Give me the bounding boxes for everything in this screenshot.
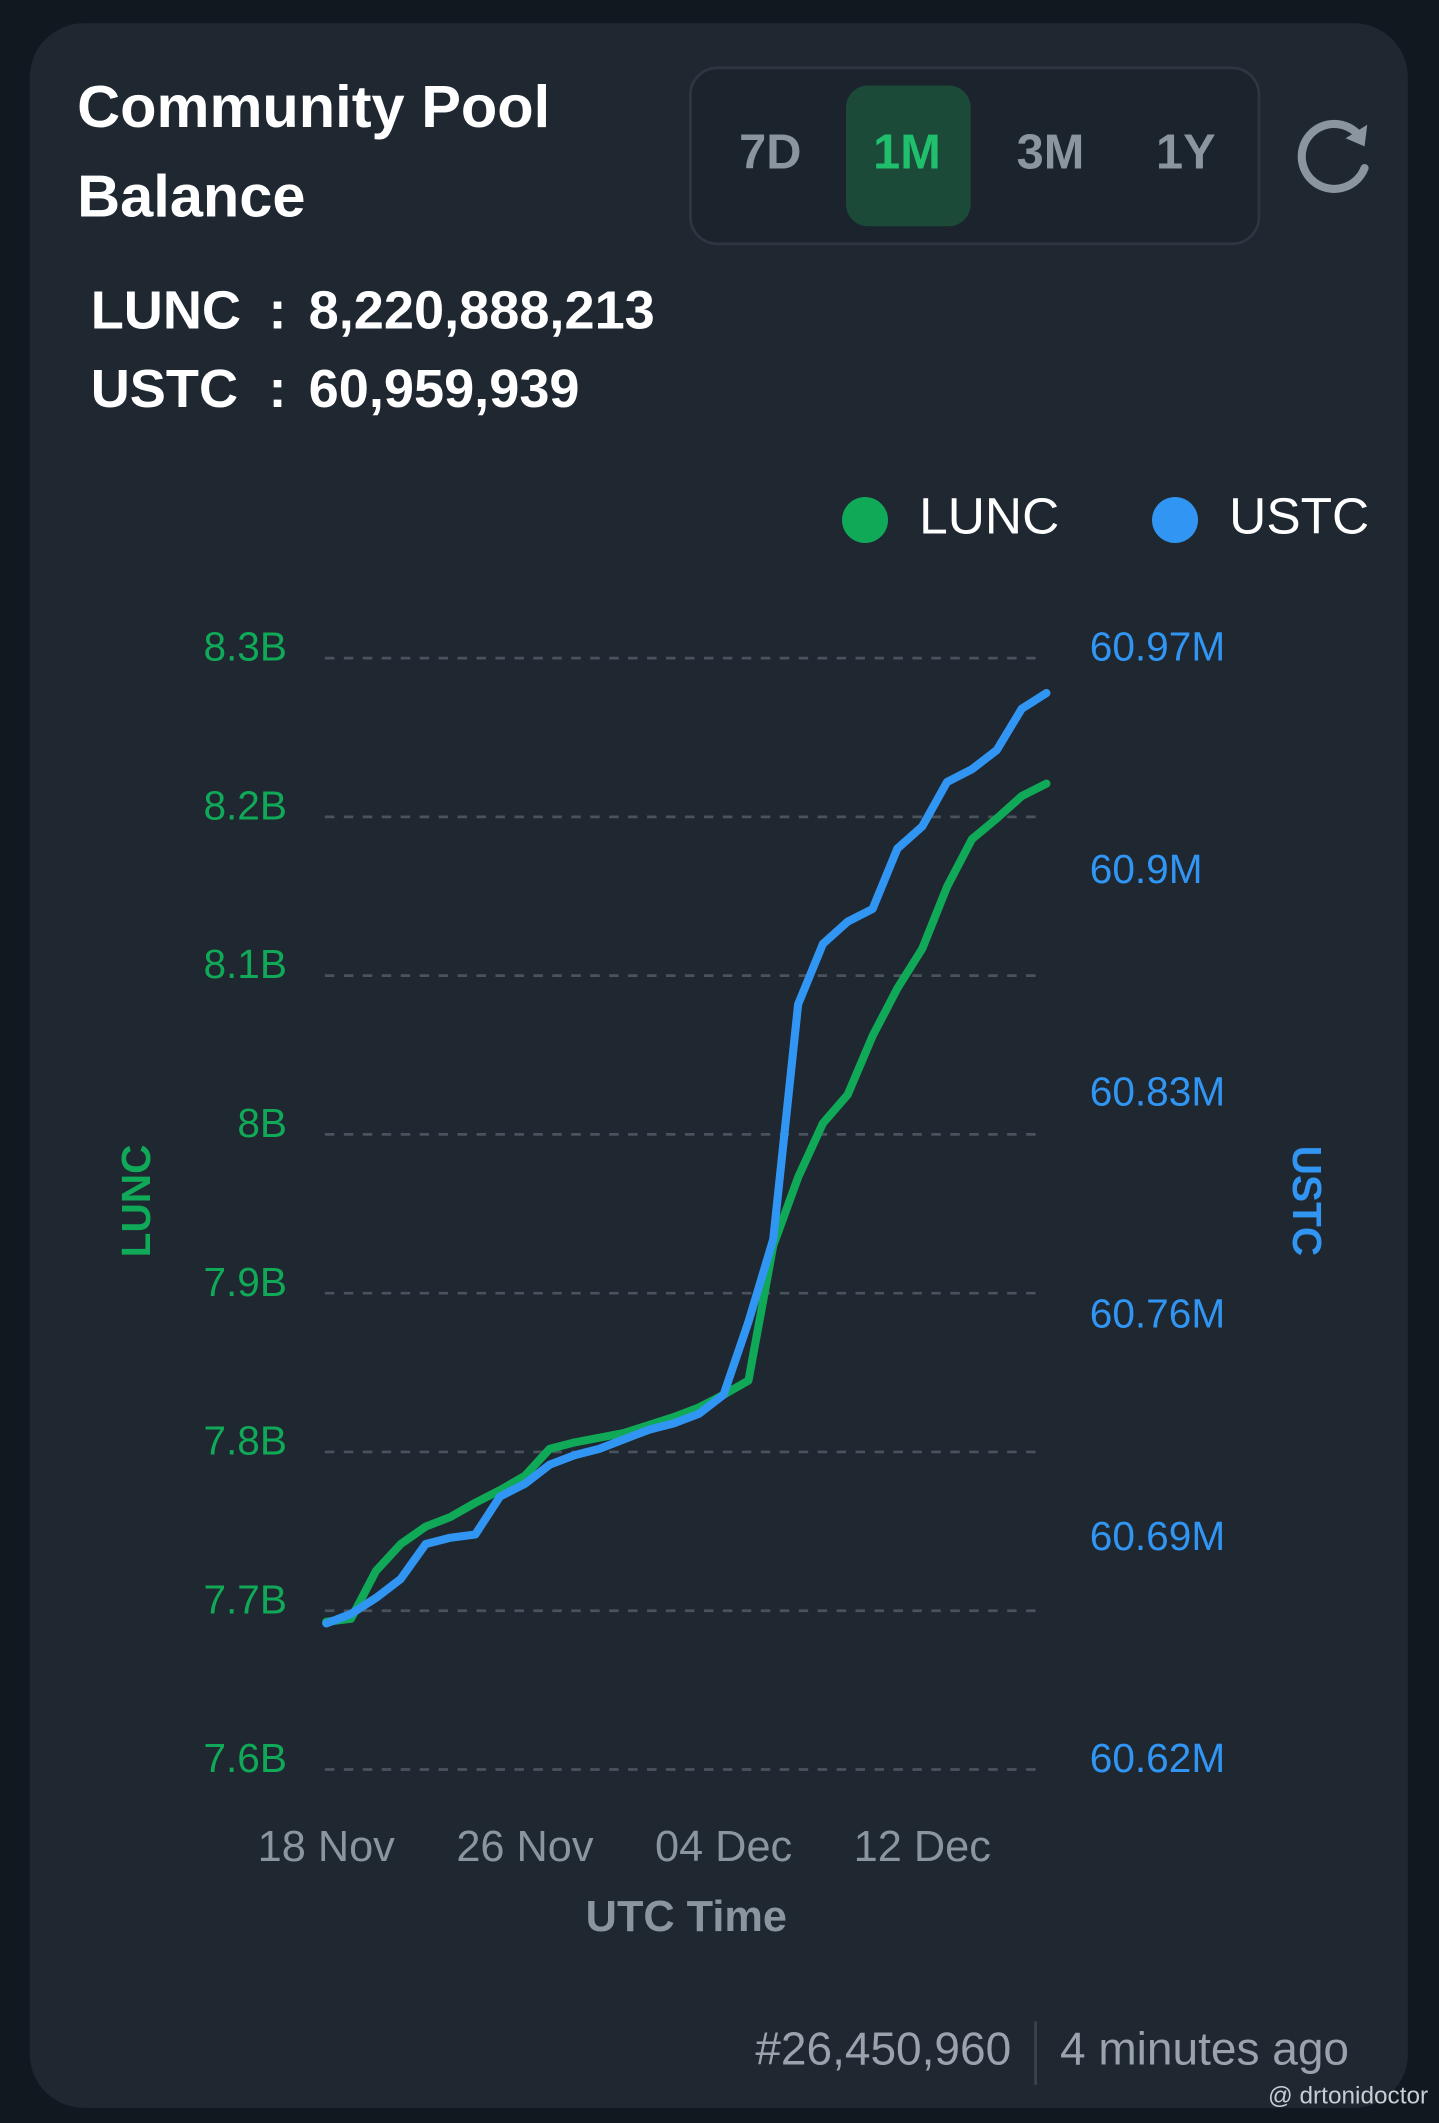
- y-tick-label: 7.9B: [203, 1259, 287, 1305]
- x-axis-title: UTC Time: [586, 1893, 787, 1941]
- range-tab-active[interactable]: [846, 85, 971, 227]
- balance-separator: :: [268, 281, 286, 341]
- x-tick-label: 26 Nov: [456, 1823, 594, 1871]
- balance-value: 8,220,888,213: [309, 281, 655, 341]
- refresh-button[interactable]: [1297, 119, 1369, 193]
- y-tick-label: 8.2B: [203, 782, 287, 828]
- refresh-arrow[interactable]: [1345, 124, 1368, 147]
- y2-tick-label: 60.97M: [1090, 624, 1225, 670]
- y2-tick-label: 60.76M: [1090, 1291, 1225, 1337]
- range-tab[interactable]: 3M: [1017, 126, 1085, 180]
- page-title: Community Pool: [77, 73, 550, 140]
- data-line: [322, 688, 1051, 1628]
- watermark: @ drtonidoctor: [1268, 2083, 1428, 2110]
- balance-label: USTC: [91, 359, 238, 419]
- range-selector: [689, 66, 1261, 246]
- updated-time: 4 minutes ago: [1060, 2023, 1349, 2075]
- data-line: [322, 779, 1051, 1626]
- refresh-icon[interactable]: [1297, 119, 1369, 193]
- y2-tick-label: 60.69M: [1090, 1513, 1225, 1559]
- y2-tick-label: 60.9M: [1090, 846, 1203, 892]
- card: [29, 23, 1408, 2108]
- x-tick-label: 12 Dec: [854, 1823, 991, 1871]
- x-tick-label: 18 Nov: [258, 1823, 396, 1871]
- range-tab[interactable]: 1M: [873, 126, 941, 180]
- y-tick-label: 8.1B: [203, 941, 287, 987]
- y-tick-label: 7.7B: [203, 1576, 287, 1622]
- legend-label: LUNC: [919, 487, 1059, 545]
- y2-tick-label: 60.62M: [1090, 1735, 1225, 1781]
- balance-separator: :: [268, 359, 286, 419]
- y-tick-label: 7.8B: [203, 1418, 287, 1464]
- range-tab[interactable]: 1Y: [1156, 126, 1216, 180]
- balance-value: 60,959,939: [309, 359, 580, 419]
- y2-tick-label: 60.83M: [1090, 1068, 1225, 1114]
- range-tab[interactable]: 7D: [739, 126, 801, 180]
- y-axis-title: LUNC: [113, 1145, 159, 1258]
- y2-axis-title: USTC: [1284, 1146, 1330, 1257]
- x-tick-label: 04 Dec: [655, 1823, 792, 1871]
- legend-marker: [1152, 497, 1199, 544]
- page-title: Balance: [77, 162, 305, 229]
- block-height: #26,450,960: [755, 2023, 1011, 2075]
- balance-label: LUNC: [91, 281, 241, 341]
- legend-label: USTC: [1229, 487, 1369, 545]
- y-tick-label: 8.3B: [203, 624, 287, 670]
- y-tick-label: 7.6B: [203, 1735, 287, 1781]
- y-tick-label: 8B: [237, 1100, 287, 1146]
- legend-marker: [842, 497, 889, 544]
